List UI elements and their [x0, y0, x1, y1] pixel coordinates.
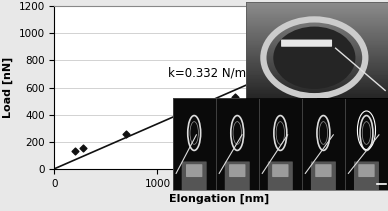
Point: [329, 32, 336, 35]
Point: [314, 45, 320, 48]
FancyBboxPatch shape: [186, 164, 203, 177]
Point: [278, 56, 284, 60]
FancyBboxPatch shape: [354, 161, 379, 191]
Text: k=0.332 N/m: k=0.332 N/m: [168, 67, 246, 80]
Point: [123, 132, 130, 135]
Point: [185, 106, 191, 110]
FancyBboxPatch shape: [182, 161, 207, 191]
Point: [334, 15, 341, 19]
Point: [80, 146, 86, 150]
Ellipse shape: [273, 27, 355, 89]
FancyBboxPatch shape: [315, 164, 332, 177]
FancyBboxPatch shape: [281, 39, 332, 47]
FancyBboxPatch shape: [268, 161, 293, 191]
Y-axis label: Load [nN]: Load [nN]: [3, 57, 13, 118]
X-axis label: Elongation [nm]: Elongation [nm]: [169, 194, 269, 204]
Point: [309, 55, 315, 58]
Point: [232, 95, 238, 99]
Point: [263, 80, 269, 84]
FancyBboxPatch shape: [311, 161, 336, 191]
FancyBboxPatch shape: [229, 164, 246, 177]
FancyBboxPatch shape: [358, 164, 375, 177]
Point: [206, 105, 212, 108]
FancyBboxPatch shape: [225, 161, 250, 191]
Point: [72, 150, 78, 153]
FancyBboxPatch shape: [272, 164, 289, 177]
Point: [252, 80, 258, 84]
